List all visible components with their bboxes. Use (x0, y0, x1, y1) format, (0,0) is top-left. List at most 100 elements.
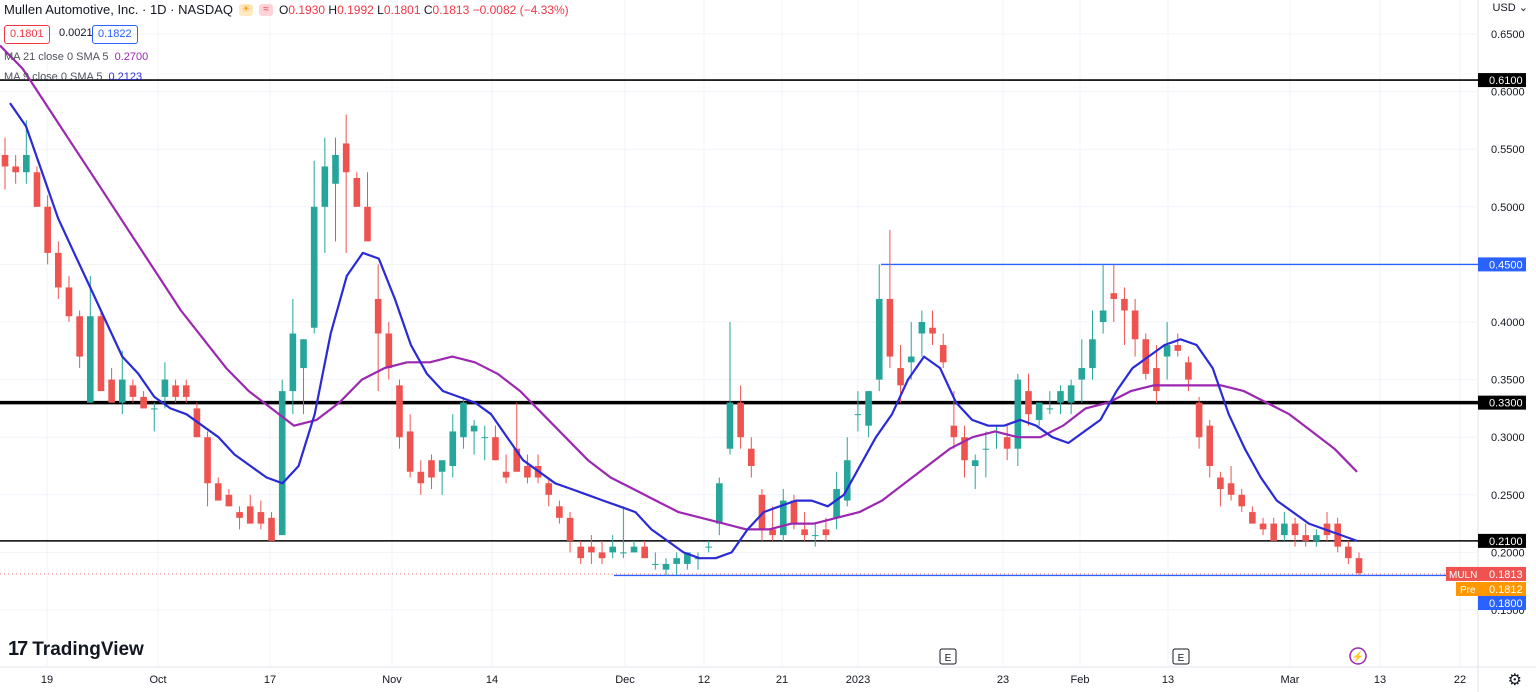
x-tick-label: 23 (997, 674, 1009, 686)
symbol-title[interactable]: Mullen Automotive, Inc. · 1D · NASDAQ (4, 2, 234, 17)
candle-up (726, 402, 734, 449)
x-tick-label: Dec (615, 674, 635, 686)
symbol-tag-name: MULN (1449, 570, 1477, 581)
candle-down (822, 529, 830, 536)
candle-up (278, 391, 286, 536)
ma21-legend[interactable]: MA 21 close 0 SMA 5 0.2700 (4, 51, 148, 63)
candle-up (833, 489, 840, 518)
x-tick-label: Nov (382, 674, 402, 686)
x-tick-label: 2023 (846, 674, 870, 686)
candle-down (1025, 391, 1032, 415)
candle-up (1035, 402, 1043, 420)
premarket-price-label: 0.1812 (1489, 584, 1523, 596)
y-tick-label: 0.5500 (1491, 144, 1525, 156)
level-price-label: 0.1800 (1489, 598, 1523, 610)
ohlc-low-value: 0.1801 (383, 2, 421, 17)
level-price-tag (1478, 257, 1526, 272)
bid-price-box[interactable]: 0.1801 (4, 25, 50, 44)
candle-up (1163, 345, 1171, 357)
candle-up (1046, 408, 1054, 410)
candle-down (1302, 535, 1309, 541)
candle-up (118, 379, 126, 403)
tradingview-mark-icon: 17 (8, 638, 28, 660)
earnings-marker (1172, 648, 1190, 665)
candle-down (1249, 512, 1256, 524)
candle-down (1291, 523, 1299, 536)
candle-down (747, 448, 755, 466)
candle-down (1110, 293, 1118, 299)
x-tick-label: Mar (1281, 674, 1300, 686)
spread-value: 0.0021 (59, 27, 93, 39)
candle-up (481, 437, 489, 439)
ma9-legend[interactable]: MA 9 close 0 SMA 5 0.2123 (4, 71, 142, 83)
candle-down (641, 546, 648, 559)
candle-up (1057, 391, 1064, 403)
sun-icon[interactable]: ☀ (239, 3, 254, 16)
candle-down (268, 517, 275, 541)
y-tick-label: 0.4000 (1491, 317, 1525, 329)
ma9-label: MA 9 close 0 SMA 5 (4, 71, 103, 83)
approx-icon[interactable]: ≈ (259, 3, 274, 16)
y-tick-label: 0.6000 (1491, 87, 1525, 99)
level-price-tag (1478, 395, 1526, 410)
candle-up (684, 552, 691, 564)
candle-up (1014, 379, 1022, 449)
candle-up (918, 322, 926, 334)
candle-up (86, 316, 94, 403)
candle-down (502, 471, 510, 478)
candle-up (620, 552, 627, 554)
currency-selector[interactable]: USD ⌄ (1492, 1, 1528, 14)
candle-down (566, 517, 574, 541)
candle-up (811, 535, 819, 537)
premarket-tag-name: Pre (1460, 585, 1476, 596)
candle-down (246, 506, 254, 524)
candle-down (1355, 558, 1363, 574)
candle-down (1206, 425, 1214, 466)
candle-down (1142, 339, 1150, 374)
brand-name: TradingView (32, 638, 144, 660)
ask-price-box[interactable]: 0.1822 (92, 25, 138, 44)
level-price-tag (1478, 73, 1526, 88)
candle-up (321, 166, 329, 207)
candle-down (1217, 477, 1224, 490)
candle-down (1334, 523, 1341, 547)
candle-up (705, 546, 712, 548)
candle-up (875, 298, 883, 380)
candle-down (929, 327, 936, 334)
candle-down (396, 385, 403, 438)
gear-icon[interactable]: ⚙ (1507, 672, 1522, 689)
candle-up (150, 408, 158, 410)
candle-up (470, 425, 478, 432)
premarket-price-tag (1478, 582, 1526, 596)
x-tick-label: 14 (486, 674, 498, 686)
candle-up (460, 402, 467, 438)
candle-down (1003, 437, 1011, 449)
x-tick-label: Oct (149, 674, 166, 686)
candle-up (982, 448, 990, 450)
lightning-icon: ⚡ (1352, 650, 1364, 663)
candle-up (630, 546, 638, 553)
candle-down (76, 316, 83, 357)
candle-down (342, 143, 350, 173)
x-tick-label: 21 (776, 674, 788, 686)
level-price-label: 0.3300 (1489, 398, 1523, 410)
x-tick-label: 13 (1162, 674, 1174, 686)
candle-down (1174, 345, 1182, 351)
candle-down (758, 494, 766, 530)
candle-down (1121, 298, 1128, 311)
ohlc-readout: O0.1930 H0.1992 L0.1801 C0.1813 −0.0082 … (279, 3, 569, 17)
x-tick-label: 22 (1454, 674, 1466, 686)
y-tick-label: 0.2500 (1491, 490, 1525, 502)
x-tick-label: 17 (264, 674, 276, 686)
candle-down (364, 206, 371, 242)
candle-up (23, 154, 30, 173)
y-tick-label: 0.3000 (1491, 432, 1525, 444)
candle-up (843, 460, 851, 501)
candle-down (428, 460, 435, 478)
ohlc-close-label: C (423, 2, 433, 17)
ohlc-open-value: 0.1930 (288, 2, 326, 17)
candle-down (1195, 402, 1203, 438)
candle-down (1238, 494, 1246, 507)
candle-down (140, 396, 147, 409)
